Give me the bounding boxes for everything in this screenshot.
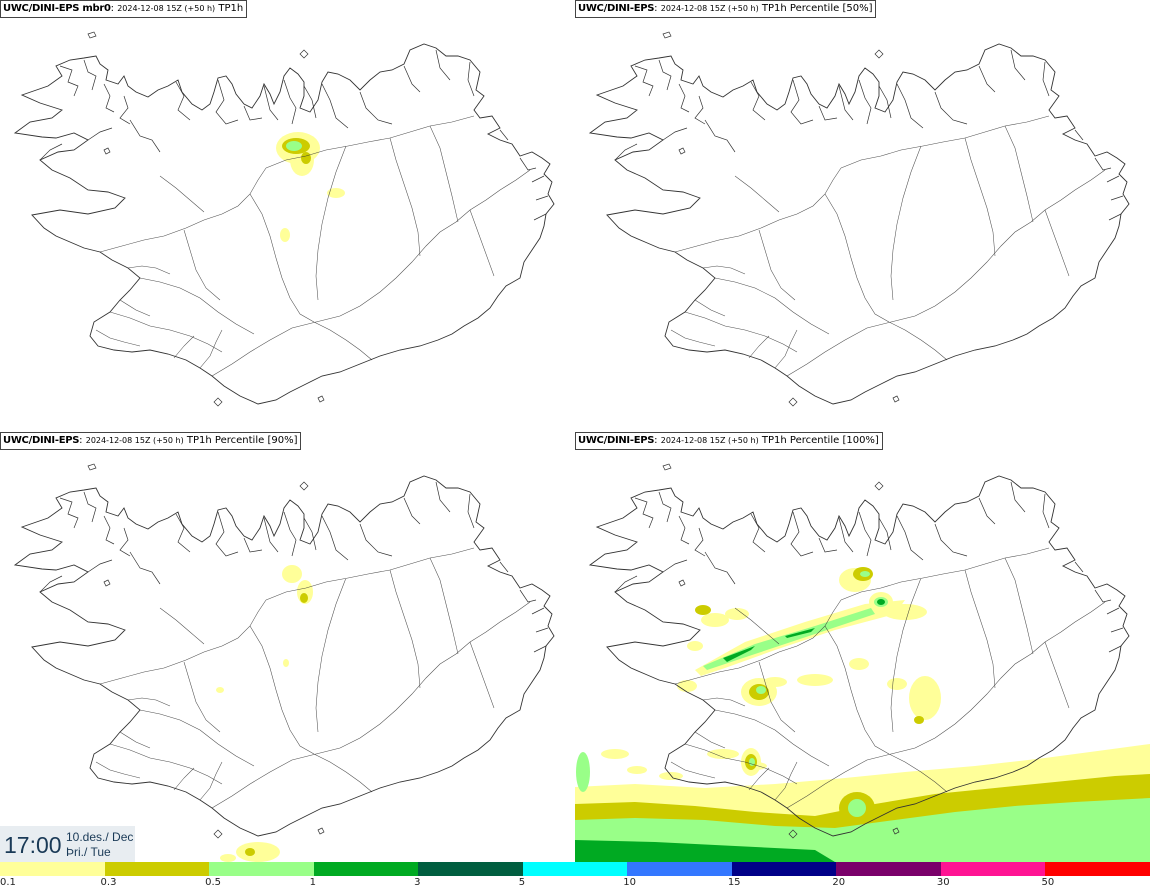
legend-tick-label: 10: [623, 877, 636, 888]
panel-title: UWC/DINI-EPS: 2024-12-08 15Z (+50 h) TP1…: [575, 432, 883, 450]
legend-tick-label: 1: [309, 877, 316, 888]
legend-swatch: [731, 862, 837, 876]
legend-swatch: [418, 862, 523, 876]
parameter-label: TP1h: [218, 3, 244, 14]
panel-title: UWC/DINI-EPS: 2024-12-08 15Z (+50 h) TP1…: [575, 0, 877, 18]
legend-swatch: [0, 862, 105, 876]
legend-tick-label: 50: [1041, 877, 1055, 888]
precip-map: [14, 31, 555, 407]
map-panel-mbr0: UWC/DINI-EPS mbr0: 2024-12-08 15Z (+50 h…: [0, 0, 575, 430]
legend-swatch: [940, 862, 1046, 876]
map-panel-p90: UWC/DINI-EPS: 2024-12-08 15Z (+50 h) TP1…: [0, 432, 575, 862]
panel-title: UWC/DINI-EPS: 2024-12-08 15Z (+50 h) TP1…: [0, 432, 302, 450]
precip-map: [14, 463, 555, 862]
legend-ticks: 0.1 0.3 0.5 1 3 5 10 15 20 30 50: [0, 876, 1150, 891]
legend-swatch: [522, 862, 628, 876]
legend-swatch: [1045, 862, 1150, 876]
model-name: UWC/DINI-EPS: [578, 3, 655, 14]
precip-field: [216, 565, 313, 862]
legend-tick-label: 3: [414, 877, 421, 888]
valid-date-line2: Þri./ Tue: [66, 845, 111, 859]
legend-tick-label: 0.5: [205, 877, 221, 888]
legend-tick-label: 0.3: [100, 877, 117, 888]
iceland-outline: [589, 31, 1130, 407]
run-info: 2024-12-08 15Z (+50 h): [660, 436, 759, 445]
precip-field: [276, 132, 345, 242]
precip-field: [575, 567, 1150, 862]
parameter-label: TP1h Percentile [90%]: [186, 435, 298, 446]
iceland-outline: [14, 31, 555, 407]
panel-title: UWC/DINI-EPS mbr0: 2024-12-08 15Z (+50 h…: [0, 0, 248, 18]
map-panel-p100: UWC/DINI-EPS: 2024-12-08 15Z (+50 h) TP1…: [575, 432, 1150, 862]
model-name: UWC/DINI-EPS: [578, 435, 655, 446]
valid-time-box: 17:00 10.des./ Dec Þri./ Tue: [0, 826, 135, 862]
valid-date: 10.des./ Dec Þri./ Tue: [66, 830, 133, 860]
model-name: UWC/DINI-EPS: [3, 435, 80, 446]
run-info: 2024-12-08 15Z (+50 h): [117, 4, 216, 13]
legend-tick-label: 15: [727, 877, 741, 888]
model-name: UWC/DINI-EPS mbr0: [3, 3, 111, 14]
legend-swatch: [313, 862, 419, 876]
legend-swatch: [209, 862, 314, 876]
run-info: 2024-12-08 15Z (+50 h): [85, 436, 184, 445]
iceland-outline: [14, 463, 555, 839]
valid-date-line1: 10.des./ Dec: [66, 830, 134, 844]
legend-swatch: [836, 862, 941, 876]
legend-tick-label: 20: [832, 877, 846, 888]
run-info: 2024-12-08 15Z (+50 h): [660, 4, 759, 13]
legend-swatch: [627, 862, 732, 876]
legend-tick-label: 5: [518, 877, 526, 888]
legend-tick-label: 0.1: [0, 877, 16, 888]
parameter-label: TP1h Percentile [100%]: [761, 435, 879, 446]
map-panel-p50: UWC/DINI-EPS: 2024-12-08 15Z (+50 h) TP1…: [575, 0, 1150, 430]
color-legend: [0, 862, 1150, 876]
parameter-label: TP1h Percentile [50%]: [761, 3, 873, 14]
legend-tick-label: 30: [936, 877, 950, 888]
precip-map: [575, 463, 1150, 862]
precip-map: [589, 31, 1130, 407]
legend-swatch: [104, 862, 210, 876]
valid-time: 17:00: [4, 832, 62, 858]
